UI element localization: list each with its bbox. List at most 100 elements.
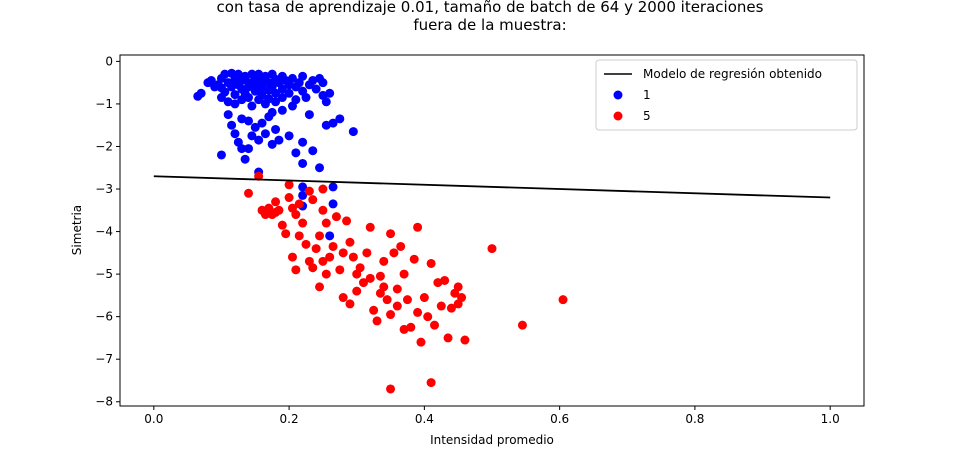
point-series-1 xyxy=(250,86,260,96)
point-series-5 xyxy=(335,265,345,275)
point-series-5 xyxy=(274,205,284,215)
y-tick-label: −2 xyxy=(95,139,113,153)
point-series-1 xyxy=(301,93,311,103)
point-series-1 xyxy=(271,124,281,134)
point-series-5 xyxy=(426,378,436,388)
x-tick-label: 1.0 xyxy=(821,412,840,426)
point-series-5 xyxy=(318,184,328,194)
point-series-1 xyxy=(335,114,345,124)
chart-title-line-2: fuera de la muestra: xyxy=(413,16,566,34)
point-series-5 xyxy=(342,216,352,226)
point-series-1 xyxy=(247,101,257,111)
point-series-5 xyxy=(331,212,341,222)
point-series-1 xyxy=(304,110,314,120)
point-series-1 xyxy=(277,84,287,94)
point-series-1 xyxy=(257,118,267,128)
point-series-1 xyxy=(254,135,264,145)
point-series-1 xyxy=(328,182,338,192)
point-series-1 xyxy=(230,90,240,100)
point-series-1 xyxy=(308,146,318,156)
point-series-1 xyxy=(328,199,338,209)
point-series-5 xyxy=(375,271,385,281)
x-tick-label: 0.6 xyxy=(550,412,569,426)
point-series-5 xyxy=(298,218,308,228)
point-series-5 xyxy=(338,293,348,303)
point-series-5 xyxy=(443,333,453,343)
point-series-5 xyxy=(294,199,304,209)
point-series-5 xyxy=(409,254,419,264)
point-series-5 xyxy=(365,222,375,232)
point-series-5 xyxy=(389,248,399,258)
point-series-5 xyxy=(487,244,497,254)
point-series-5 xyxy=(365,273,375,283)
point-series-5 xyxy=(436,301,446,311)
point-series-5 xyxy=(413,222,423,232)
point-series-1 xyxy=(267,107,277,117)
point-series-1 xyxy=(216,150,226,160)
point-series-1 xyxy=(230,99,240,109)
data-marks xyxy=(153,68,831,394)
point-series-1 xyxy=(277,105,287,115)
point-series-1 xyxy=(244,116,254,126)
legend-label-series-5: 5 xyxy=(643,109,651,123)
point-series-1 xyxy=(220,69,230,79)
x-tick-label: 0.2 xyxy=(280,412,299,426)
y-tick-label: −8 xyxy=(95,395,113,409)
point-series-5 xyxy=(406,322,416,332)
point-series-5 xyxy=(419,293,429,303)
point-series-5 xyxy=(325,252,335,262)
point-series-1 xyxy=(220,87,230,97)
point-series-1 xyxy=(311,84,321,94)
point-series-1 xyxy=(257,90,267,100)
point-series-5 xyxy=(457,293,467,303)
point-series-5 xyxy=(358,278,368,288)
point-series-5 xyxy=(440,275,450,285)
x-tick-label: 0.0 xyxy=(144,412,163,426)
point-series-5 xyxy=(308,195,318,205)
point-series-1 xyxy=(321,97,331,107)
point-series-5 xyxy=(369,305,379,315)
point-series-5 xyxy=(244,188,254,198)
point-series-1 xyxy=(277,93,287,103)
point-series-1 xyxy=(298,158,308,168)
axis-ticks: 0.0 0.2 0.4 0.6 0.8 1.0 0 −1 −2 −3 −4 −5 −6 −7 −8 xyxy=(95,54,839,426)
point-series-1 xyxy=(244,82,254,92)
point-series-1 xyxy=(308,76,318,86)
point-series-5 xyxy=(287,252,297,262)
y-tick-label: −1 xyxy=(95,97,113,111)
point-series-1 xyxy=(291,148,301,158)
point-series-5 xyxy=(426,258,436,268)
legend-marker-series-5 xyxy=(613,111,623,121)
point-series-5 xyxy=(271,197,281,207)
y-tick-label: −6 xyxy=(95,310,113,324)
point-series-5 xyxy=(308,263,318,273)
legend-label-regression-line: Modelo de regresión obtenido xyxy=(643,67,822,81)
point-series-5 xyxy=(396,241,406,251)
point-series-5 xyxy=(284,180,294,190)
point-series-5 xyxy=(345,237,355,247)
point-series-5 xyxy=(362,248,372,258)
point-series-5 xyxy=(392,284,402,294)
point-series-1 xyxy=(237,144,247,154)
point-series-5 xyxy=(382,295,392,305)
point-series-5 xyxy=(517,320,527,330)
point-series-1 xyxy=(284,131,294,141)
point-series-5 xyxy=(301,239,311,249)
point-series-1 xyxy=(315,163,325,173)
point-series-5 xyxy=(315,231,325,241)
point-series-5 xyxy=(386,310,396,320)
point-series-1 xyxy=(298,137,308,147)
legend-marker-series-1 xyxy=(613,90,623,100)
y-tick-label: 0 xyxy=(105,54,113,68)
point-series-1 xyxy=(227,120,237,130)
point-series-5 xyxy=(372,316,382,326)
point-series-5 xyxy=(399,269,409,279)
point-series-1 xyxy=(274,135,284,145)
point-series-1 xyxy=(264,94,274,104)
point-series-5 xyxy=(386,384,396,394)
point-series-1 xyxy=(325,88,335,98)
point-series-1 xyxy=(298,71,308,81)
point-series-5 xyxy=(338,248,348,258)
legend-box xyxy=(595,59,858,131)
